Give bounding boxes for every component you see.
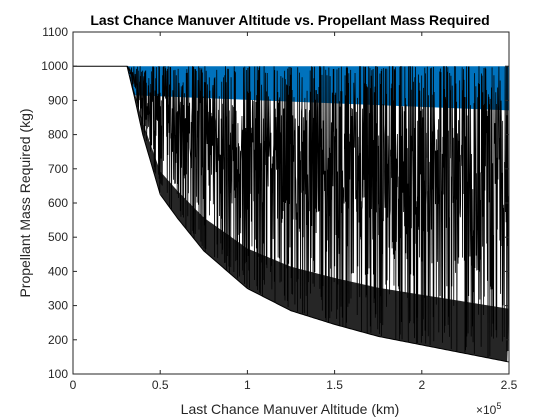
x-tick-label: 2.5 [501, 378, 518, 392]
series-trace [126, 65, 510, 358]
x-axis-exponent-power: 5 [496, 401, 501, 411]
x-tick-label: 0 [70, 378, 77, 392]
x-axis-exponent: ×105 [476, 401, 501, 417]
y-axis-ticks: 100 200 300 400 500 600 700 800 900 1000 1100 [41, 25, 509, 381]
y-axis-label: Propellant Mass Required (kg) [17, 108, 33, 297]
x-tick-label: 0.5 [152, 378, 169, 392]
chart-title: Last Chance Manuver Altitude vs. Propell… [90, 12, 489, 28]
y-tick-label: 600 [48, 196, 68, 210]
x-axis-exponent-base: ×10 [476, 403, 497, 417]
x-tick-label: 1.5 [326, 378, 343, 392]
y-tick-label: 300 [48, 299, 68, 313]
x-axis-label: Last Chance Manuver Altitude (km) [181, 401, 400, 417]
y-tick-label: 1100 [42, 25, 68, 39]
series-layer [73, 65, 510, 363]
y-tick-label: 1000 [41, 59, 68, 73]
x-tick-label: 2 [418, 378, 425, 392]
x-axis-ticks: 0 0.5 1 1.5 2 2.5 [70, 32, 518, 392]
series-envelope [126, 66, 510, 363]
y-tick-label: 900 [48, 93, 68, 107]
y-tick-label: 700 [48, 162, 68, 176]
y-tick-label: 200 [48, 333, 68, 347]
y-tick-label: 400 [48, 264, 68, 278]
series-dense-band [127, 66, 509, 362]
x-tick-label: 1 [244, 378, 251, 392]
plot-area [72, 31, 510, 375]
y-tick-label: 800 [48, 128, 68, 142]
y-tick-label: 100 [48, 367, 68, 381]
y-tick-label: 500 [48, 230, 68, 244]
